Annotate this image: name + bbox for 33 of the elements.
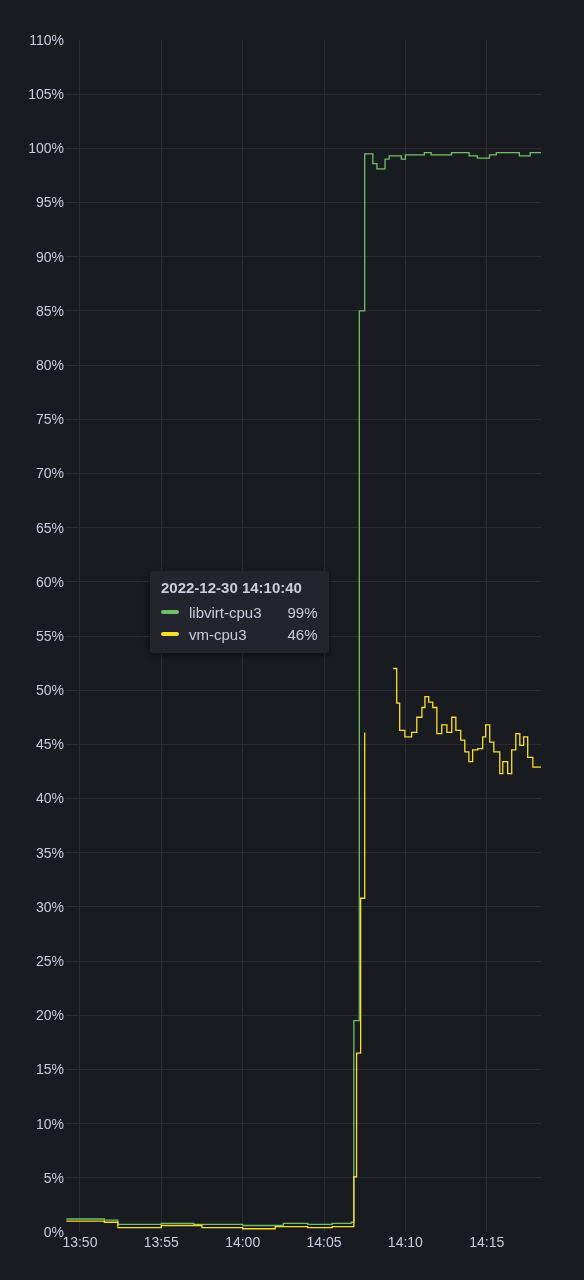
x-tick-label: 14:15 bbox=[469, 1234, 505, 1250]
y-tick-label: 0% bbox=[43, 1223, 64, 1240]
annotation: 99% bbox=[287, 603, 318, 621]
y-tick-label: 50% bbox=[35, 682, 64, 699]
y-tick-label: 10% bbox=[35, 1115, 64, 1132]
y-tick-label: 85% bbox=[35, 302, 64, 319]
y-tick-label: 80% bbox=[35, 356, 64, 373]
x-tick-label: 14:10 bbox=[387, 1234, 424, 1250]
y-tick-label: 5% bbox=[43, 1169, 64, 1186]
y-tick-label: 70% bbox=[35, 465, 64, 482]
y-tick-label: 15% bbox=[35, 1061, 64, 1078]
y-tick-label: 90% bbox=[35, 248, 64, 265]
y-tick-label: 20% bbox=[35, 1007, 64, 1024]
legend-title: 2022-12-30 14:10:40 bbox=[161, 579, 303, 596]
y-tick-label: 60% bbox=[35, 573, 64, 590]
legend-label: vm-cpu3 bbox=[189, 625, 248, 643]
y-tick-label: 65% bbox=[35, 519, 64, 536]
y-tick-label: 35% bbox=[35, 844, 64, 861]
x-tick-label: 14:00 bbox=[225, 1234, 261, 1250]
y-tick-label: 45% bbox=[35, 736, 64, 753]
y-tick-label: 110% bbox=[29, 31, 64, 48]
y-tick-label: 75% bbox=[35, 411, 64, 428]
y-tick-label: 25% bbox=[35, 952, 64, 969]
y-tick-label: 55% bbox=[35, 627, 64, 644]
annotation: 46% bbox=[287, 625, 318, 643]
y-tick-label: 105% bbox=[28, 86, 64, 103]
legend-label: libvirt-cpu3 bbox=[189, 603, 262, 621]
y-tick-label: 100% bbox=[28, 140, 64, 157]
x-tick-label: 14:05 bbox=[306, 1234, 342, 1250]
y-tick-label: 40% bbox=[35, 790, 64, 807]
x-tick-label: 13:55 bbox=[143, 1234, 179, 1250]
y-tick-label: 95% bbox=[35, 194, 64, 211]
y-tick-label: 30% bbox=[35, 898, 64, 915]
